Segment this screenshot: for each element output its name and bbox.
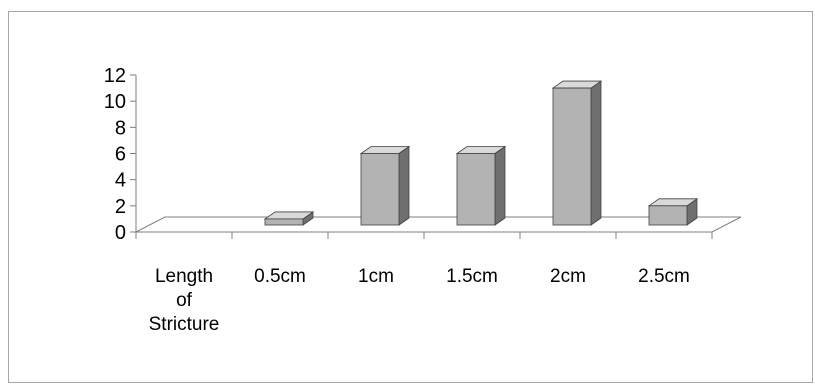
bar xyxy=(263,211,315,226)
x-tick-label: 1cm xyxy=(358,266,394,287)
y-axis-ticks: 0 2 4 6 8 10 12 xyxy=(104,65,713,244)
y-tick-label: 0 xyxy=(115,222,126,244)
y-tick-label: 6 xyxy=(115,144,126,166)
bars xyxy=(263,80,699,226)
bar xyxy=(551,80,603,226)
bar xyxy=(359,145,411,226)
bar-front xyxy=(552,87,592,226)
x-tick-label: 2.5cm xyxy=(638,266,690,287)
x-tick-label: 0.5cm xyxy=(254,266,306,287)
x-tick-label: 1.5cm xyxy=(446,266,498,287)
y-tick-label: 12 xyxy=(104,65,126,87)
bar xyxy=(455,145,507,226)
bar-front xyxy=(264,218,304,226)
y-tick-label: 8 xyxy=(115,117,126,139)
bar-side xyxy=(398,145,410,226)
chart-area xyxy=(8,11,813,383)
y-tick-label: 2 xyxy=(115,196,126,218)
y-tick-label: 10 xyxy=(104,91,126,113)
bar-front xyxy=(456,153,496,226)
y-tick-label: 4 xyxy=(115,170,126,192)
x-axis-labels: Length of Stricture 0.5cm 1cm 1.5cm 2cm 2.5cm xyxy=(149,266,690,335)
bar-side xyxy=(494,145,506,226)
bar-front xyxy=(648,205,688,226)
bar-front xyxy=(360,153,400,226)
bar xyxy=(647,198,699,226)
x-tick-label: 2cm xyxy=(550,266,586,287)
bar-side xyxy=(590,80,602,226)
x-tick-label: Length of Stricture xyxy=(149,266,220,335)
axes xyxy=(135,75,712,233)
